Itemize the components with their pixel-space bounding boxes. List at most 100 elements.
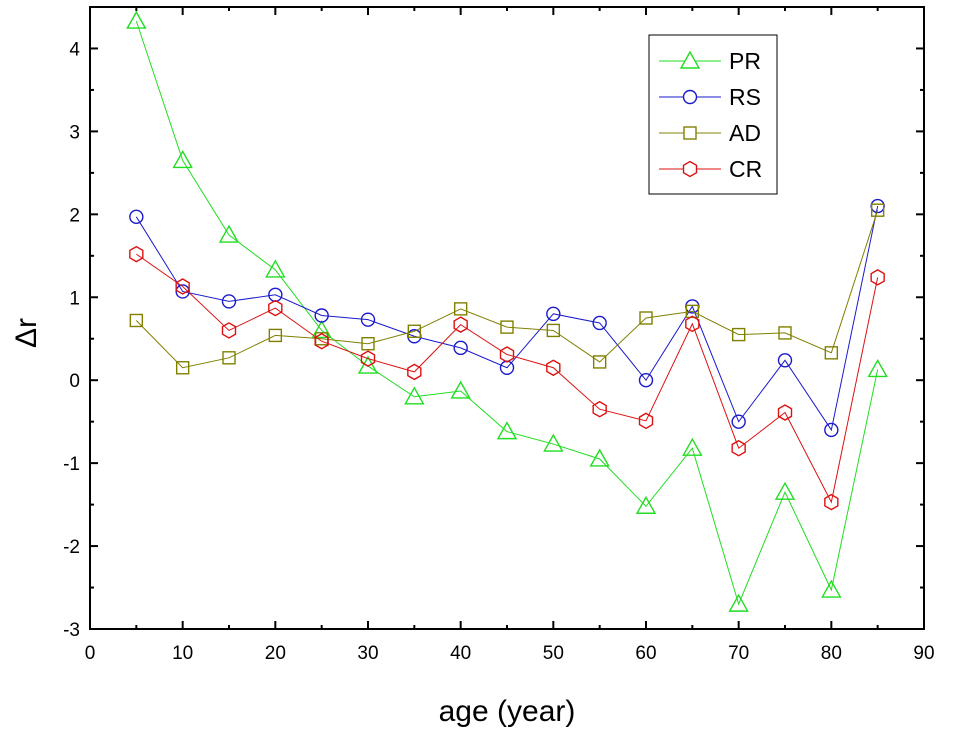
data-point-cr bbox=[407, 363, 422, 381]
data-point-ad bbox=[592, 355, 607, 369]
data-point-ad bbox=[778, 326, 792, 340]
data-point-cr bbox=[546, 359, 561, 377]
legend-marker bbox=[682, 160, 698, 178]
data-point-rs bbox=[221, 294, 237, 309]
data-point-pr bbox=[357, 355, 379, 374]
data-point-ad bbox=[268, 328, 283, 343]
data-point-cr bbox=[221, 322, 237, 339]
data-point-ad bbox=[361, 337, 375, 351]
y-tick-label: -3 bbox=[63, 620, 80, 641]
series-ad bbox=[129, 203, 885, 375]
data-point-cr bbox=[870, 269, 885, 286]
series-layer bbox=[126, 10, 888, 612]
data-point-ad bbox=[824, 346, 839, 360]
y-tick-label: -1 bbox=[63, 454, 80, 475]
data-point-pr bbox=[450, 380, 471, 399]
data-point-pr bbox=[311, 320, 332, 339]
data-point-cr bbox=[268, 299, 283, 317]
x-tick-label: 80 bbox=[821, 643, 842, 664]
legend-label: PR bbox=[729, 48, 761, 74]
x-tick-label: 40 bbox=[450, 643, 471, 664]
axes-layer: 0 10 20 30 40 50 60 70 80 90 -3 -2 -1 0 1 2 3 4 bbox=[63, 6, 935, 664]
data-point-pr bbox=[774, 481, 796, 500]
data-point-pr bbox=[218, 224, 240, 243]
legend-marker bbox=[683, 126, 697, 140]
data-point-cr bbox=[777, 404, 793, 421]
data-point-cr bbox=[499, 346, 515, 363]
x-axis-title: age (year) bbox=[439, 695, 576, 728]
series-cr bbox=[129, 245, 885, 511]
data-point-rs bbox=[546, 306, 561, 322]
data-point-cr bbox=[685, 315, 700, 333]
data-point-rs bbox=[314, 308, 329, 323]
plot-frame bbox=[89, 6, 925, 630]
y-tick-label: 3 bbox=[69, 122, 80, 143]
data-point-pr bbox=[589, 448, 610, 467]
data-point-rs bbox=[592, 315, 607, 331]
data-point-cr bbox=[314, 332, 329, 350]
data-point-ad bbox=[546, 323, 561, 338]
legend: PR RS AD CR bbox=[648, 34, 778, 195]
data-point-cr bbox=[638, 412, 654, 430]
series-line-cr bbox=[136, 253, 879, 504]
data-point-rs bbox=[453, 340, 468, 356]
series-line-ad bbox=[135, 210, 879, 369]
y-tick-label: 4 bbox=[69, 39, 80, 60]
legend-label: AD bbox=[729, 120, 761, 146]
data-point-ad bbox=[453, 302, 468, 316]
data-point-pr bbox=[867, 358, 888, 378]
data-point-rs bbox=[731, 414, 746, 429]
data-point-cr bbox=[175, 278, 190, 295]
x-tick-label: 20 bbox=[265, 643, 286, 664]
data-point-ad bbox=[500, 320, 514, 334]
y-tick-label: 0 bbox=[69, 371, 80, 392]
data-point-rs bbox=[824, 422, 839, 438]
x-tick-label: 0 bbox=[85, 643, 96, 664]
data-point-pr bbox=[543, 433, 564, 452]
data-point-ad bbox=[639, 311, 653, 325]
legend-item-rs: RS bbox=[659, 84, 761, 110]
y-tick-label: 2 bbox=[69, 205, 80, 226]
data-point-rs bbox=[360, 312, 376, 327]
data-point-ad bbox=[870, 203, 885, 217]
data-point-pr bbox=[821, 579, 842, 598]
legend-item-ad: AD bbox=[659, 120, 761, 146]
data-point-ad bbox=[175, 361, 190, 375]
series-pr bbox=[126, 10, 888, 612]
data-point-pr bbox=[496, 421, 518, 440]
y-tick-label: -2 bbox=[63, 537, 80, 558]
data-point-rs bbox=[175, 284, 190, 299]
x-tick-label: 70 bbox=[728, 643, 749, 664]
x-tick-label: 90 bbox=[913, 643, 934, 664]
y-tick-label: 1 bbox=[69, 288, 80, 309]
x-tick-label: 30 bbox=[357, 643, 378, 664]
data-point-pr bbox=[728, 593, 749, 612]
data-point-cr bbox=[360, 350, 376, 367]
data-point-rs bbox=[638, 373, 654, 388]
data-point-pr bbox=[265, 259, 286, 278]
data-point-pr bbox=[126, 10, 147, 29]
legend-label: RS bbox=[729, 84, 761, 110]
data-point-cr bbox=[824, 493, 839, 511]
legend-item-cr: CR bbox=[659, 156, 762, 182]
data-point-cr bbox=[592, 400, 607, 418]
y-axis-title: Δr bbox=[10, 318, 43, 348]
data-point-pr bbox=[682, 437, 703, 456]
series-line-pr bbox=[135, 20, 879, 606]
legend-marker bbox=[679, 50, 701, 69]
series-line-rs bbox=[135, 205, 879, 432]
legend-item-pr: PR bbox=[659, 48, 761, 74]
data-point-rs bbox=[777, 353, 793, 368]
x-tick-label: 60 bbox=[635, 643, 656, 664]
data-point-pr bbox=[404, 386, 425, 405]
legend-label: CR bbox=[729, 156, 762, 182]
x-tick-label: 50 bbox=[543, 643, 564, 664]
data-point-rs bbox=[129, 209, 144, 225]
series-rs bbox=[129, 198, 885, 438]
data-point-pr bbox=[172, 149, 193, 169]
data-point-cr bbox=[453, 316, 468, 333]
data-point-ad bbox=[129, 313, 144, 328]
data-point-ad bbox=[685, 304, 700, 319]
data-point-pr bbox=[635, 495, 657, 514]
